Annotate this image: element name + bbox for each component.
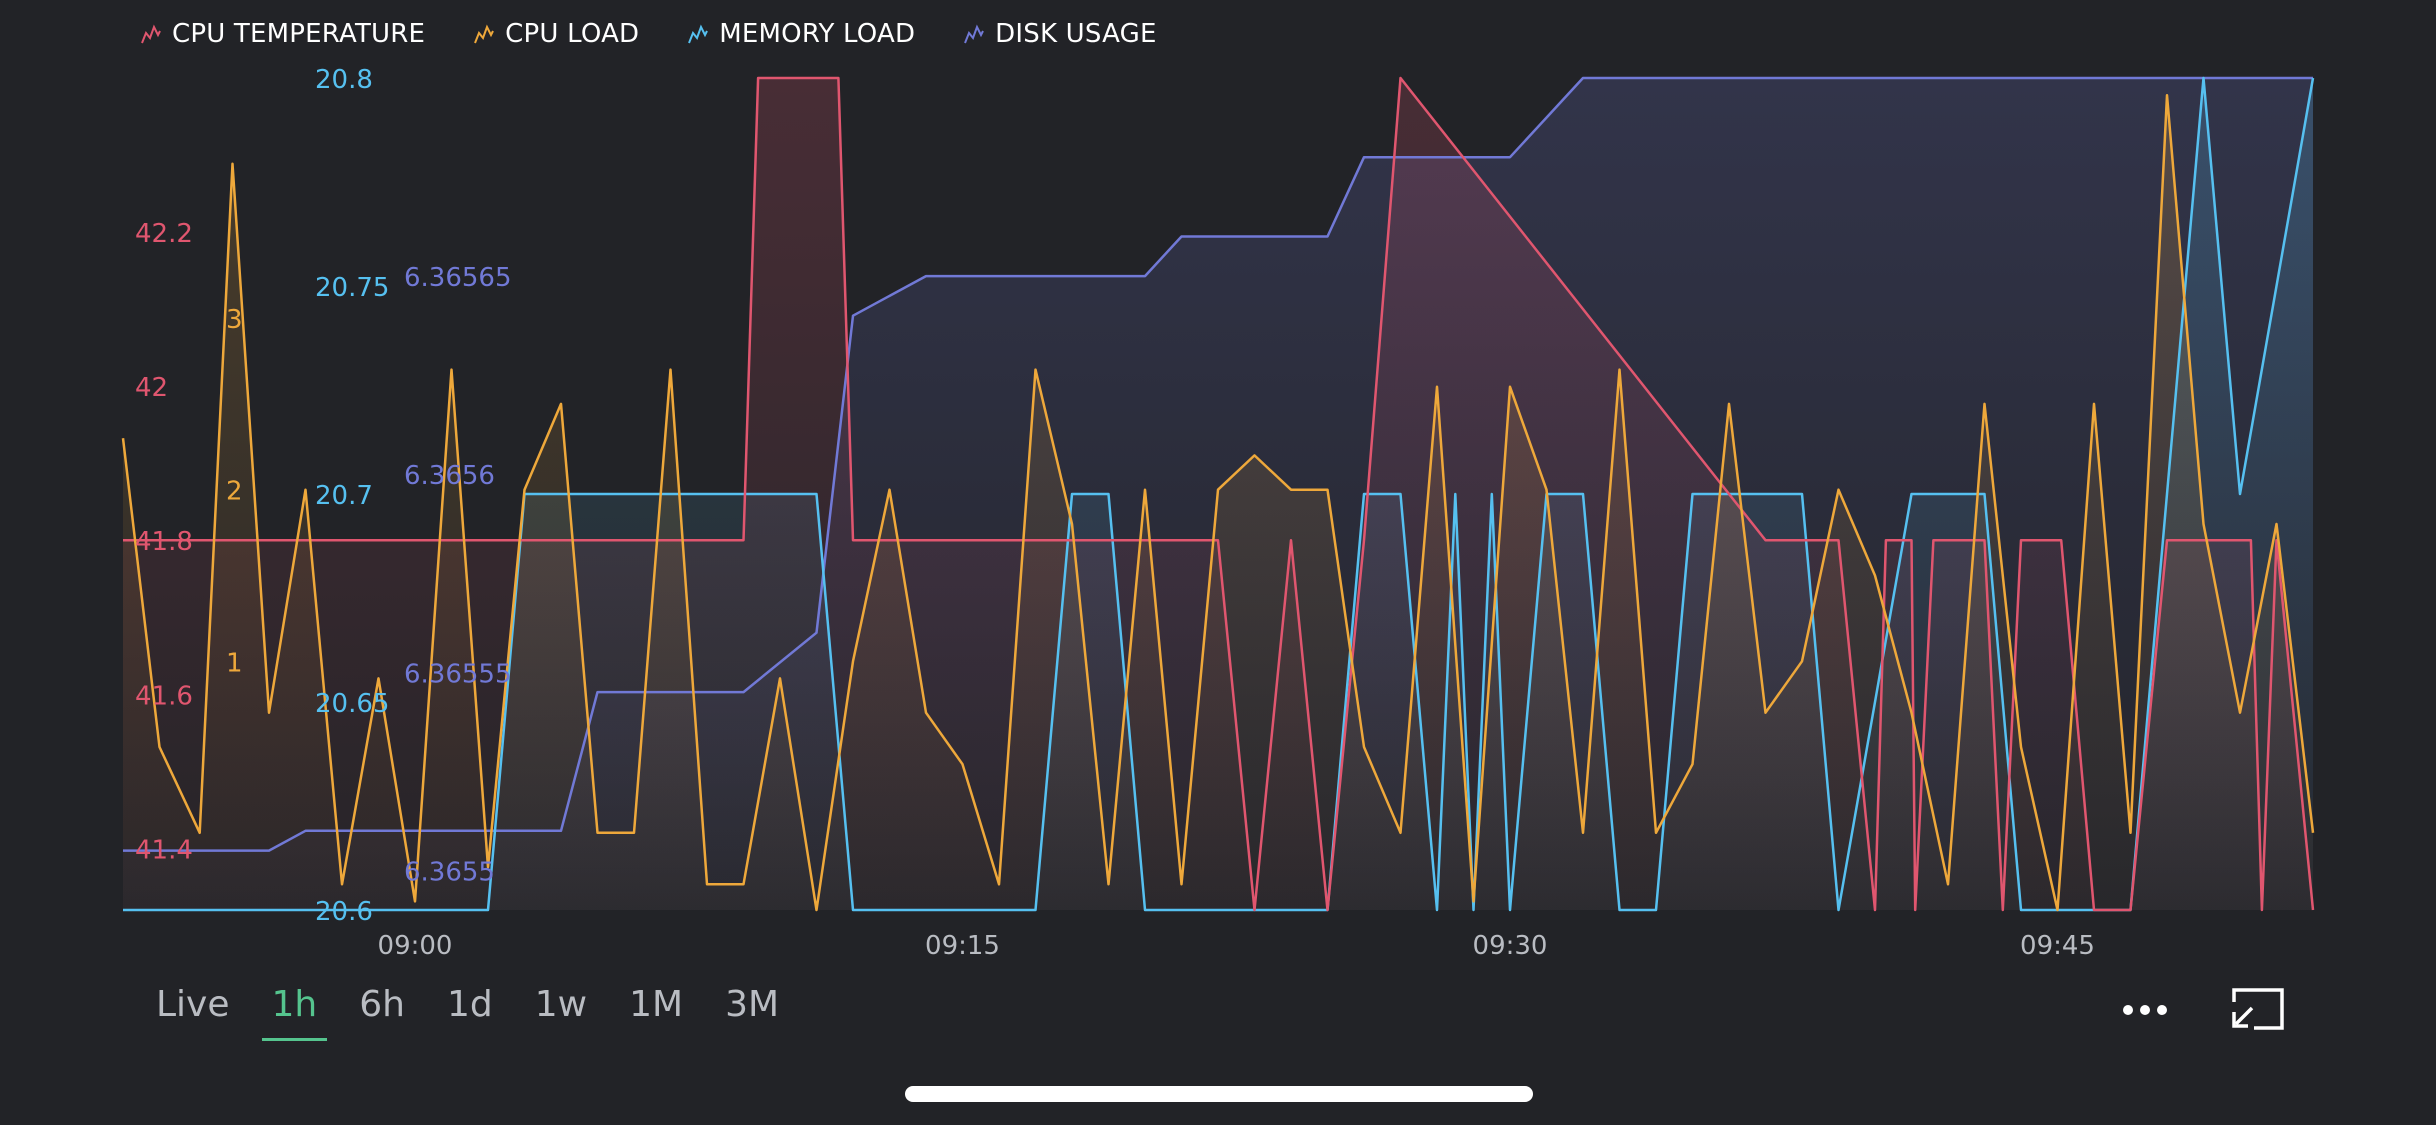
y-tick-label: 6.3656 bbox=[404, 461, 495, 491]
line-chart[interactable]: 41.4 41.6 41.8 42 42.2 1 2 3 20.6 20.65 20.7 20.75 2… bbox=[0, 0, 2436, 980]
tab-live[interactable]: Live bbox=[156, 984, 230, 1025]
chart-legend: CPU TEMPERATURE CPU LOAD MEMORY LOAD DIS… bbox=[140, 14, 1205, 54]
y-tick-label: 41.6 bbox=[135, 681, 193, 711]
legend-label: MEMORY LOAD bbox=[719, 19, 916, 49]
y-tick-label: 41.8 bbox=[135, 527, 193, 557]
chart-line-icon bbox=[141, 24, 161, 44]
tab-1h[interactable]: 1h bbox=[256, 978, 334, 1041]
y-tick-label: 6.3655 bbox=[404, 857, 495, 887]
y-tick-label: 42.2 bbox=[135, 219, 193, 249]
y-tick-label: 20.65 bbox=[315, 689, 389, 719]
legend-label: DISK USAGE bbox=[995, 19, 1157, 49]
legend-cpu-temperature[interactable]: CPU TEMPERATURE bbox=[140, 19, 425, 49]
legend-memory-load[interactable]: MEMORY LOAD bbox=[687, 19, 915, 49]
y-tick-label: 42 bbox=[135, 373, 168, 403]
series-line-1 bbox=[121, 93, 2315, 912]
tab-1w[interactable]: 1w bbox=[534, 984, 588, 1025]
x-tick-label: 09:30 bbox=[1473, 931, 1548, 961]
y-tick-label: 20.7 bbox=[315, 481, 373, 511]
chart-line-icon bbox=[964, 24, 985, 44]
chart-line-icon bbox=[688, 24, 709, 44]
series-line-0 bbox=[123, 76, 2315, 912]
home-indicator bbox=[905, 1086, 1533, 1102]
y-tick-label: 1 bbox=[226, 648, 243, 678]
series-line-3 bbox=[123, 76, 2313, 852]
y-tick-label: 20.75 bbox=[315, 273, 389, 303]
y-tick-label: 2 bbox=[226, 477, 243, 507]
legend-cpu-load[interactable]: CPU LOAD bbox=[473, 19, 639, 49]
more-dots-icon bbox=[2123, 1005, 2167, 1015]
more-button[interactable] bbox=[2118, 988, 2172, 1032]
x-tick-label: 09:00 bbox=[378, 931, 453, 961]
chart-line-icon bbox=[474, 24, 495, 44]
y-tick-label: 20.6 bbox=[315, 897, 373, 927]
x-tick-label: 09:45 bbox=[2020, 931, 2095, 961]
legend-label: CPU LOAD bbox=[505, 19, 640, 49]
x-tick-label: 09:15 bbox=[925, 931, 1000, 961]
y-tick-label: 41.4 bbox=[135, 835, 193, 865]
legend-label: CPU TEMPERATURE bbox=[172, 19, 426, 49]
series-line-2 bbox=[123, 76, 2315, 912]
y-tick-label: 6.36565 bbox=[404, 263, 512, 293]
y-tick-label: 6.36555 bbox=[404, 659, 512, 689]
exit-fullscreen-icon bbox=[2232, 988, 2284, 1030]
time-range-tabs: Live 1h 6h 1d 1w 1M 3M bbox=[140, 978, 805, 1041]
y-tick-label: 20.8 bbox=[315, 65, 373, 95]
tab-1M[interactable]: 1M bbox=[629, 984, 684, 1025]
tab-6h[interactable]: 6h bbox=[359, 984, 405, 1025]
y-tick-label: 3 bbox=[226, 305, 243, 335]
exit-fullscreen-button[interactable] bbox=[2230, 988, 2290, 1032]
tab-3M[interactable]: 3M bbox=[725, 984, 780, 1025]
tab-1d[interactable]: 1d bbox=[446, 984, 493, 1025]
legend-disk-usage[interactable]: DISK USAGE bbox=[963, 19, 1156, 49]
